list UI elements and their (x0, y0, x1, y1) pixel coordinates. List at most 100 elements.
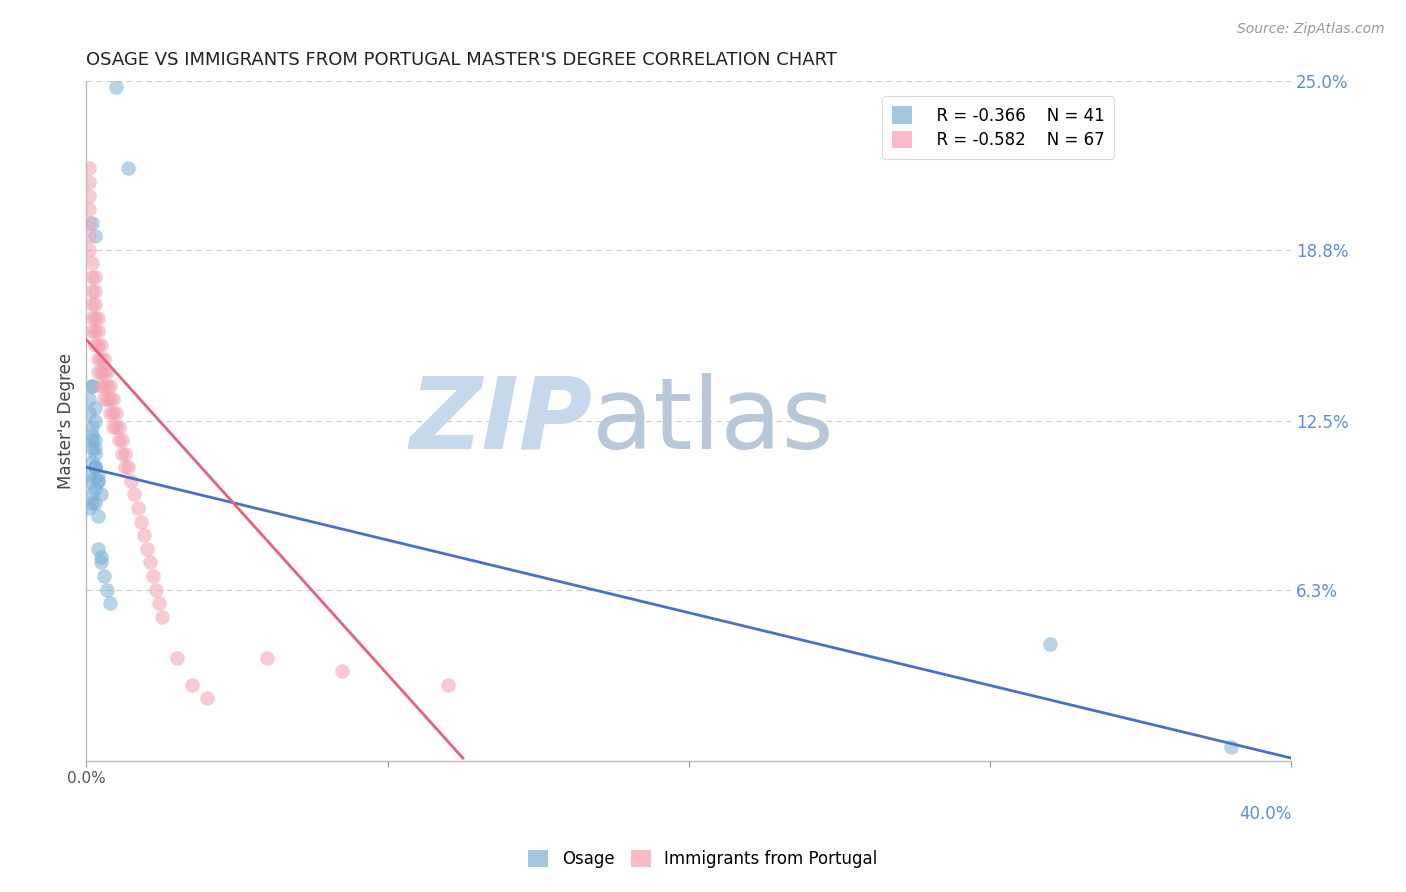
Point (84, 310, 107, 325)
Point (87, 509, 110, 524)
Point (84, 229, 107, 244)
Point (79, 188, 101, 202)
Point (79, 474, 101, 488)
Point (87, 310, 110, 325)
Point (100, 378, 122, 392)
Point (82, 495, 104, 509)
Point (84, 495, 107, 509)
Legend: Osage, Immigrants from Portugal: Osage, Immigrants from Portugal (522, 843, 884, 875)
Point (82, 378, 104, 392)
Text: 40.0%: 40.0% (1239, 805, 1291, 823)
Point (84, 325, 107, 339)
Point (1039, 637, 1062, 651)
Point (96, 392, 118, 407)
Point (100, 406, 122, 420)
Point (90, 365, 112, 379)
Point (105, 419, 128, 434)
Point (79, 175, 101, 189)
Point (103, 392, 125, 407)
Point (84, 442, 107, 456)
Point (82, 419, 104, 434)
Point (90, 549, 112, 564)
Point (148, 596, 170, 610)
Point (142, 569, 165, 583)
Point (90, 338, 112, 352)
Point (93, 378, 115, 392)
Y-axis label: Master's Degree: Master's Degree (58, 353, 75, 489)
Point (117, 460, 139, 475)
Point (114, 460, 136, 475)
Text: ZIP: ZIP (409, 373, 592, 469)
Point (79, 216, 101, 230)
Point (100, 392, 122, 407)
Point (84, 297, 107, 311)
Point (111, 433, 134, 447)
Point (256, 650, 278, 665)
Point (84, 270, 107, 285)
Point (93, 365, 115, 379)
Point (82, 427, 104, 442)
Point (87, 468, 110, 483)
Text: OSAGE VS IMMIGRANTS FROM PORTUGAL MASTER'S DEGREE CORRELATION CHART: OSAGE VS IMMIGRANTS FROM PORTUGAL MASTER… (86, 51, 838, 69)
Point (84, 460, 107, 475)
Point (121, 474, 143, 488)
Point (145, 582, 167, 597)
Point (332, 664, 354, 678)
Point (90, 378, 112, 392)
Point (87, 474, 110, 488)
Point (127, 501, 149, 516)
Point (180, 678, 202, 692)
Point (84, 284, 107, 298)
Point (82, 378, 104, 392)
Point (82, 442, 104, 456)
Point (103, 406, 125, 420)
Point (93, 569, 115, 583)
Point (82, 487, 104, 501)
Point (79, 202, 101, 216)
Point (84, 460, 107, 475)
Point (79, 392, 101, 407)
Point (84, 460, 107, 475)
Point (195, 691, 218, 706)
Point (84, 482, 107, 496)
Point (103, 419, 125, 434)
Point (82, 216, 104, 230)
Point (138, 556, 160, 570)
Point (166, 650, 188, 665)
Point (108, 419, 131, 434)
Point (135, 541, 157, 556)
Point (87, 338, 110, 352)
Point (84, 401, 107, 415)
Point (82, 284, 104, 298)
Point (111, 447, 134, 461)
Point (96, 582, 118, 597)
Point (114, 447, 136, 461)
Point (87, 474, 110, 488)
Point (87, 365, 110, 379)
Point (108, 433, 131, 447)
Point (82, 433, 104, 447)
Point (90, 556, 112, 570)
Point (79, 468, 101, 483)
Point (84, 433, 107, 447)
Text: Source: ZipAtlas.com: Source: ZipAtlas.com (1237, 22, 1385, 37)
Legend:   R = -0.366    N = 41,   R = -0.582    N = 67: R = -0.366 N = 41, R = -0.582 N = 67 (882, 96, 1115, 160)
Point (1220, 740, 1243, 755)
Point (100, 596, 122, 610)
Point (129, 515, 152, 529)
Point (79, 406, 101, 420)
Point (87, 541, 110, 556)
Point (96, 365, 118, 379)
Point (90, 487, 112, 501)
Point (79, 501, 101, 516)
Point (93, 351, 115, 366)
Text: atlas: atlas (592, 373, 834, 469)
Point (124, 487, 146, 501)
Point (84, 414, 107, 428)
Point (82, 297, 104, 311)
Point (105, 406, 128, 420)
Point (82, 455, 104, 469)
Point (82, 325, 104, 339)
Point (79, 243, 101, 257)
Point (90, 351, 112, 366)
